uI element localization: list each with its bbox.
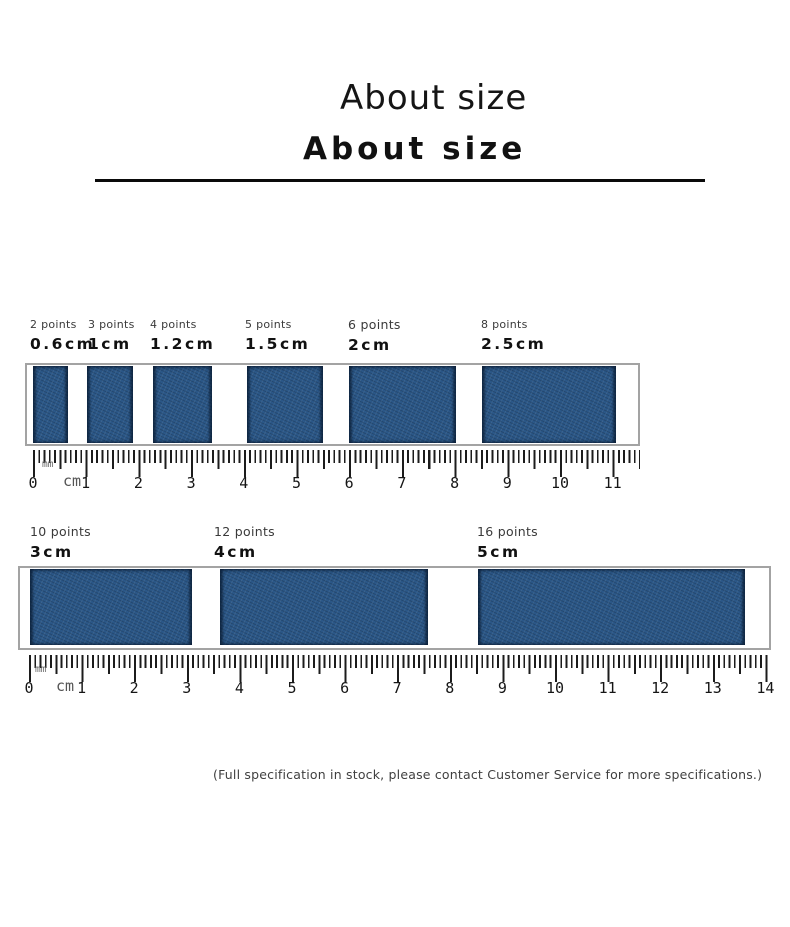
- footer-note: (Full specification in stock, please con…: [213, 767, 763, 782]
- ruler-mm-unit-label: mm: [42, 459, 54, 470]
- ribbon-strip: [25, 363, 640, 446]
- ruler-number: 5: [291, 474, 302, 492]
- points-label: 3 points: [88, 318, 135, 331]
- ruler-number: 3: [182, 679, 192, 697]
- ruler-number: 4: [239, 474, 249, 492]
- ruler-number: 9: [502, 474, 512, 492]
- size-value: 2.5cm: [481, 335, 547, 353]
- size-label: 4 points 1.2cm: [150, 318, 215, 353]
- ruler-2: mm cm 0 1 2 3 4 5 6 7 8 9 10 11 12 13 14: [18, 655, 774, 703]
- ribbon-swatch-3cm: [30, 569, 192, 645]
- size-label: 8 points 2.5cm: [481, 318, 546, 353]
- ribbon-swatch-1-2cm: [153, 366, 212, 443]
- size-value: 1.2cm: [150, 335, 216, 353]
- points-label: 6 points: [348, 317, 401, 332]
- ruler-number: 10: [545, 679, 565, 697]
- ruler-number: 11: [603, 474, 622, 492]
- size-label: 16 points 5cm: [477, 524, 538, 561]
- ribbon-strip: [18, 566, 771, 650]
- size-label: 5 points 1.5cm: [245, 318, 310, 353]
- points-label: 16 points: [477, 524, 538, 539]
- page-title-bold: About size: [303, 131, 527, 167]
- size-value: 2cm: [348, 336, 392, 354]
- size-label: 12 points 4cm: [214, 524, 275, 561]
- ruler-number: 11: [598, 679, 617, 697]
- ribbon-swatch-2-5cm: [482, 366, 616, 443]
- ruler-number: 0: [24, 679, 34, 697]
- size-value: 3cm: [30, 543, 74, 561]
- title-divider: [95, 179, 705, 182]
- ruler-number: 2: [129, 679, 139, 697]
- points-label: 5 points: [245, 318, 292, 331]
- ruler-cm-unit-label: cm: [63, 472, 82, 490]
- points-label: 10 points: [30, 524, 91, 539]
- ribbon-swatch-1-5cm: [247, 366, 323, 443]
- page-title: About size: [340, 78, 528, 118]
- ruler-1: mm cm 0 1 2 3 4 5 6 7 8 9 10 11: [25, 450, 640, 498]
- ruler-number: 2: [133, 474, 143, 492]
- ruler-number: 7: [397, 474, 407, 492]
- ribbon-swatch-5cm: [478, 569, 745, 645]
- ribbon-swatch-4cm: [220, 569, 428, 645]
- ruler-cm-ticks: [29, 655, 770, 682]
- size-label: 10 points 3cm: [30, 524, 91, 561]
- ruler-number: 8: [445, 679, 455, 697]
- points-label: 2 points: [30, 318, 77, 331]
- points-label: 4 points: [150, 318, 197, 331]
- size-label: 3 points 1cm: [88, 318, 135, 353]
- ribbon-swatch-1cm: [87, 366, 133, 443]
- size-value: 0.6cm: [30, 335, 96, 353]
- ribbon-swatch-2cm: [349, 366, 456, 443]
- size-value: 1.5cm: [245, 335, 311, 353]
- ruler-cm-ticks: [33, 450, 640, 477]
- ruler-number: 5: [287, 679, 297, 697]
- ruler-number: 1: [81, 474, 91, 492]
- size-value: 1cm: [88, 335, 132, 353]
- ruler-cm-unit-label: cm: [56, 677, 75, 695]
- ruler-number: 14: [756, 679, 775, 697]
- ruler-mm-unit-label: mm: [35, 664, 47, 675]
- ruler-number: 7: [392, 679, 402, 697]
- ruler-number: 0: [28, 474, 38, 492]
- points-label: 12 points: [214, 524, 275, 539]
- ruler-number: 10: [550, 474, 570, 492]
- ruler-number: 12: [651, 679, 670, 697]
- points-label: 8 points: [481, 318, 528, 331]
- ruler-number: 3: [186, 474, 196, 492]
- size-label: 2 points 0.6cm: [30, 318, 95, 353]
- ruler-number: 9: [497, 679, 507, 697]
- ruler-number: 13: [703, 679, 722, 697]
- ruler-number: 1: [77, 679, 87, 697]
- ruler-number: 6: [340, 679, 350, 697]
- ribbon-swatch-0-6cm: [33, 366, 68, 443]
- ruler-number: 6: [344, 474, 354, 492]
- size-value: 4cm: [214, 543, 258, 561]
- ruler-number: 8: [450, 474, 460, 492]
- size-label: 6 points 2cm: [348, 317, 401, 354]
- size-value: 5cm: [477, 543, 521, 561]
- ruler-number: 4: [234, 679, 244, 697]
